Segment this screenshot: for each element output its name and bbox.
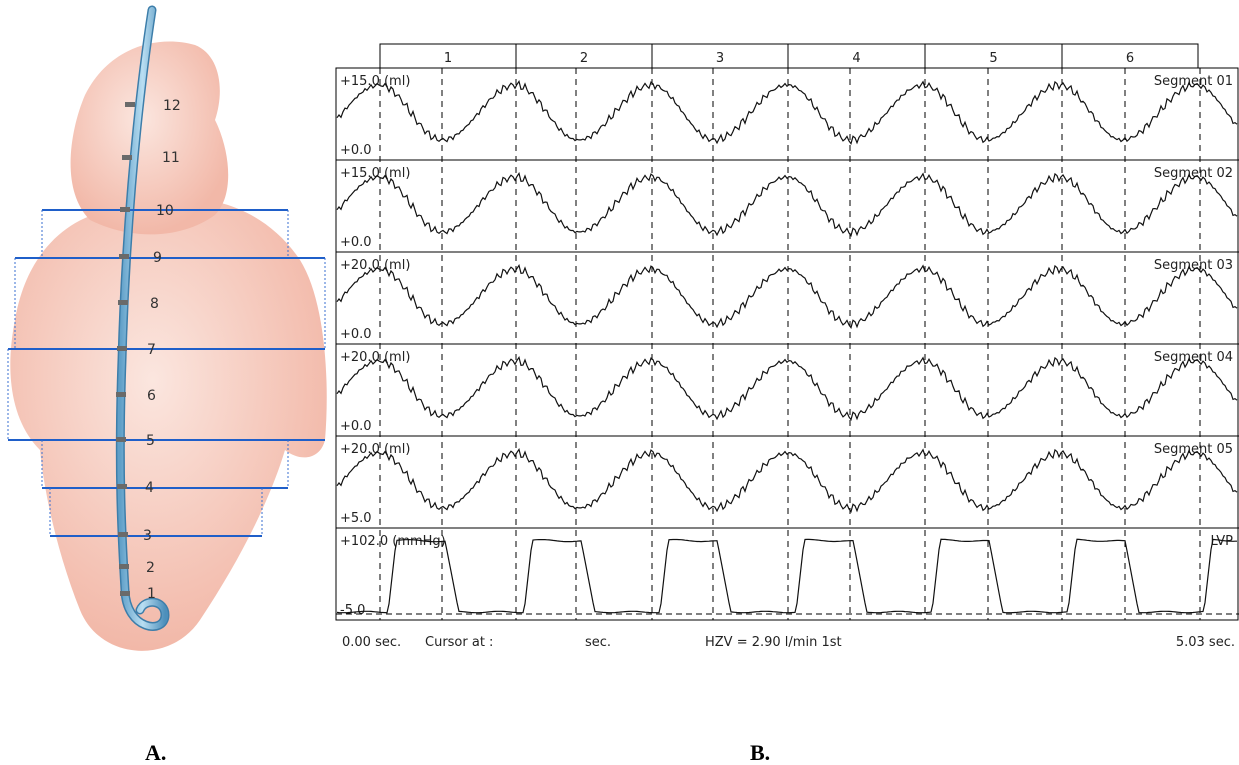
beat-label: 1 (444, 51, 452, 66)
channel-name: LVP (1210, 534, 1233, 549)
electrode (117, 346, 127, 351)
range-top: +20.0 (ml) (340, 350, 410, 365)
electrode-label: 2 (146, 560, 155, 576)
electrode-label: 7 (147, 342, 156, 358)
trace (336, 171, 1238, 238)
electrode (119, 254, 129, 259)
electrode-label: 8 (150, 296, 159, 312)
beat-label: 5 (989, 51, 997, 66)
footer-text: Cursor at : (425, 635, 493, 650)
electrode-label: 4 (145, 480, 154, 496)
heart-illustration (7, 5, 327, 651)
channel-name: Segment 05 (1154, 442, 1233, 457)
range-top: +102.0 (mmHg) (340, 534, 446, 549)
channel-name: Segment 04 (1154, 350, 1233, 365)
channel-name: Segment 03 (1154, 258, 1233, 273)
electrode (118, 532, 128, 537)
range-bottom: +0.0 (340, 419, 372, 434)
beat-label: 6 (1126, 51, 1134, 66)
beat-label: 4 (852, 51, 860, 66)
electrode (119, 564, 129, 569)
range-bottom: +0.0 (340, 235, 372, 250)
electrode (120, 591, 130, 596)
electrode (118, 300, 128, 305)
electrode-label: 9 (153, 250, 162, 266)
trace (336, 538, 1237, 614)
range-bottom: +0.0 (340, 327, 372, 342)
electrode-label: 5 (146, 433, 155, 449)
electrode-label: 1 (147, 586, 156, 602)
beat-label: 2 (580, 51, 588, 66)
footer-text: 0.00 sec. (342, 635, 401, 650)
channel-name: Segment 02 (1154, 166, 1233, 181)
electrode-label: 10 (156, 203, 174, 219)
segment-boxes (7, 210, 326, 536)
recording-panel: 1 2 3 4 5 6 +15.0 (ml) +0.0 Segment 01 +15.0 (ml)… (335, 43, 1239, 650)
atrium (70, 41, 229, 235)
range-bottom: -5.0 (340, 603, 365, 618)
trace (336, 79, 1238, 146)
catheter (117, 7, 169, 630)
trace (336, 263, 1238, 330)
channel-name: Segment 01 (1154, 74, 1233, 89)
trace (336, 355, 1238, 422)
panel-label: B. (750, 740, 770, 765)
footer-text: sec. (585, 635, 611, 650)
footer-text: HZV = 2.90 l/min 1st (705, 635, 842, 650)
electrode-label: 6 (147, 388, 156, 404)
range-top: +20.0 (ml) (340, 258, 410, 273)
ventricle (10, 199, 327, 651)
beat-label: 3 (716, 51, 724, 66)
footer-text: 5.03 sec. (1176, 635, 1235, 650)
range-top: +20.0 (ml) (340, 442, 410, 457)
panel-label: A. (145, 740, 166, 765)
electrode-label: 11 (162, 150, 180, 166)
trace (336, 447, 1238, 514)
electrode (116, 437, 126, 442)
range-top: +15.0 (ml) (340, 166, 410, 181)
electrode (122, 155, 132, 160)
electrode (120, 207, 130, 212)
range-bottom: +5.0 (340, 511, 372, 526)
electrode (125, 102, 135, 107)
range-bottom: +0.0 (340, 143, 372, 158)
segment-planes (8, 209, 325, 537)
electrode (117, 484, 127, 489)
beat-header (379, 43, 1199, 69)
range-top: +15.0 (ml) (340, 74, 410, 89)
electrode (116, 392, 126, 397)
electrode-label: 12 (163, 98, 181, 114)
electrode-label: 3 (143, 528, 152, 544)
